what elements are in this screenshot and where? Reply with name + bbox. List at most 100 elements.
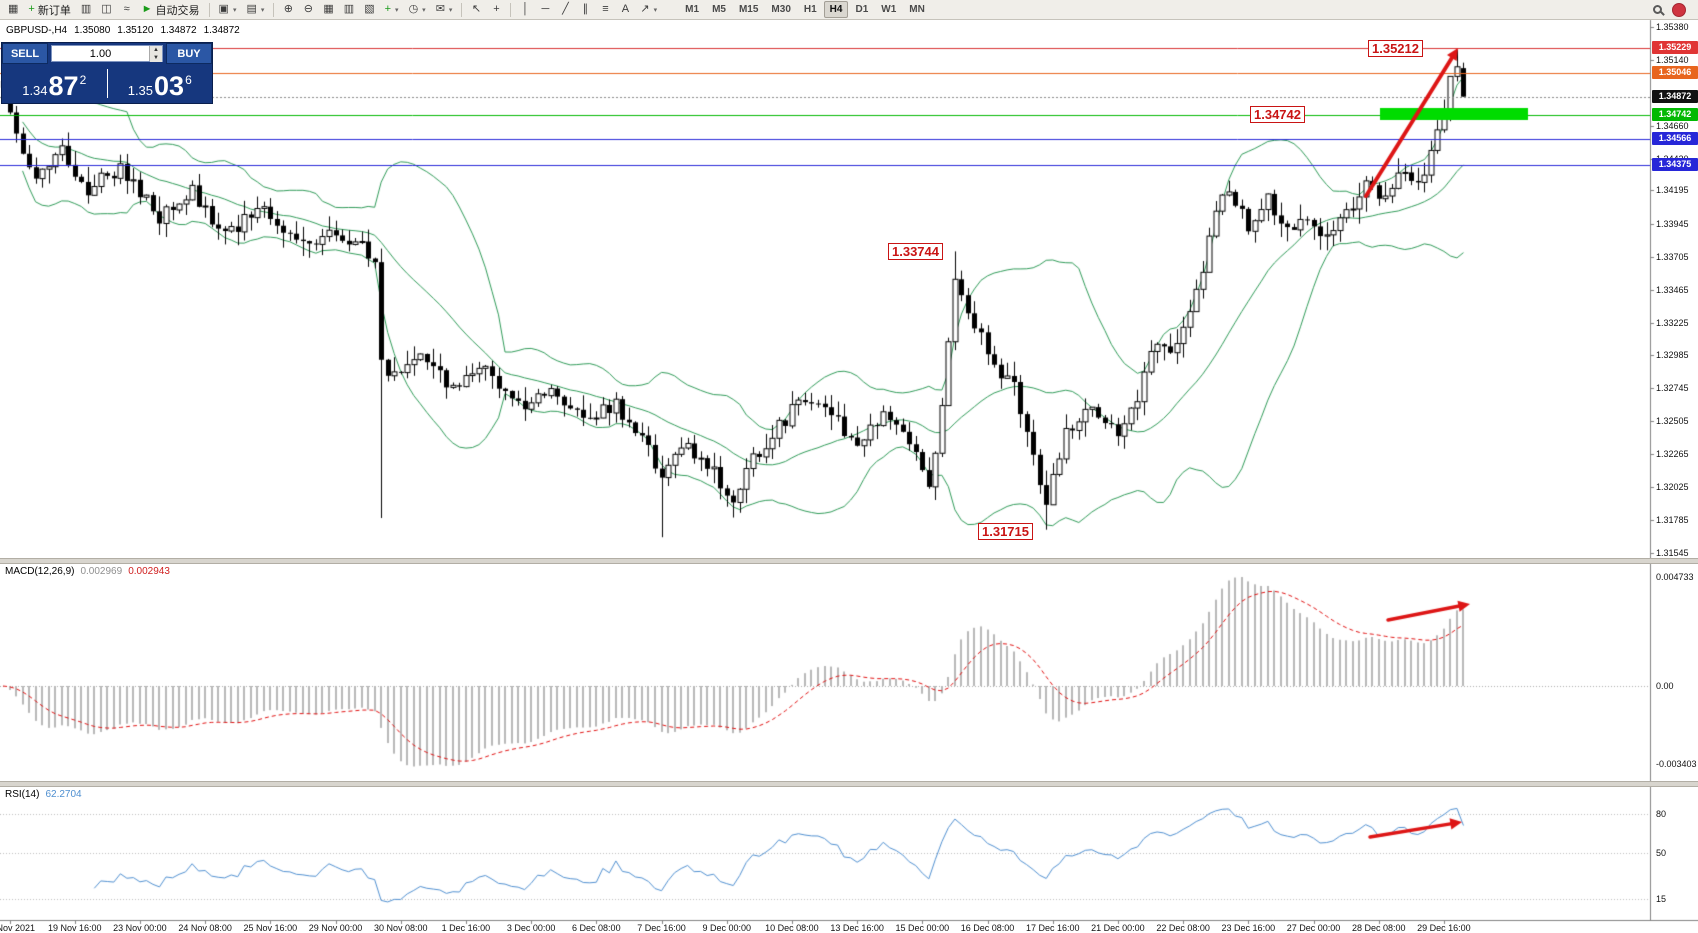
- timeframe-h1-button[interactable]: H1: [803, 4, 817, 15]
- text-label-icon[interactable]: A: [616, 1, 634, 18]
- new-chart-icon: ▣: [218, 3, 229, 15]
- volume-stepper[interactable]: ▲ ▼: [149, 46, 162, 62]
- timeframe-m15-button[interactable]: M15: [738, 4, 759, 15]
- candlestick-chart-icon: ◫: [101, 3, 112, 15]
- price-axis-badge: 1.35229: [1652, 41, 1698, 55]
- price-axis-tick: 1.35380: [1656, 22, 1689, 32]
- zoom-in-icon[interactable]: ⊕: [279, 1, 297, 18]
- price-annotation[interactable]: 1.35212: [1368, 40, 1423, 57]
- zoom-in-icon: ⊕: [283, 3, 293, 15]
- search-icon[interactable]: [1653, 5, 1662, 14]
- line-chart-icon[interactable]: ≈: [118, 1, 136, 18]
- zoom-out-icon: ⊖: [303, 3, 313, 15]
- toolbar-separator: [461, 2, 463, 17]
- crosshair-icon: +: [493, 3, 500, 15]
- arrows-tool-icon[interactable]: ↗ ▾: [636, 1, 661, 18]
- autotrading-button[interactable]: ► 自动交易: [138, 1, 204, 18]
- autotrading-button: ►: [141, 3, 153, 15]
- chevron-down-icon: ▾: [232, 6, 237, 14]
- chevron-down-icon: ▾: [260, 6, 265, 14]
- chevron-down-icon: ▾: [395, 6, 399, 14]
- price-axis-badge: 1.34872: [1652, 90, 1698, 104]
- time-axis-label: 16 Dec 08:00: [960, 923, 1015, 933]
- price-axis-tick: 1.33225: [1656, 317, 1689, 328]
- bar-chart-icon[interactable]: ▥: [77, 1, 95, 18]
- time-axis-label: 24 Nov 08:00: [178, 923, 232, 933]
- time-axis-label: 10 Dec 08:00: [765, 923, 819, 933]
- time-axis-label: 7 Dec 16:00: [637, 923, 686, 933]
- price-axis-tick: 1.33945: [1656, 218, 1689, 229]
- bar-chart-icon: ▥: [80, 3, 92, 15]
- timeframe-m30-button[interactable]: M30: [771, 4, 791, 15]
- profiles-icon[interactable]: ▤ ▾: [242, 1, 268, 18]
- timeframe-m5-button[interactable]: M5: [712, 4, 726, 15]
- rsi-axis-label: 15: [1656, 893, 1667, 904]
- cursor-icon[interactable]: ↖: [467, 1, 485, 18]
- new-order-button-label: 新订单: [37, 4, 71, 17]
- period-icon[interactable]: ◷ ▾: [405, 1, 430, 18]
- one-click-trading-panel: SELL ▲ ▼ BUY 1.34 87 2 1.35 03 6: [1, 42, 213, 104]
- new-order-button[interactable]: + 新订单: [24, 1, 74, 18]
- panel-separator-macd[interactable]: [0, 558, 1698, 564]
- arrows-tool-icon: ↗: [640, 3, 650, 15]
- volume-input[interactable]: [52, 46, 149, 61]
- sell-button[interactable]: SELL: [2, 43, 48, 64]
- ask-prefix: 1.35: [127, 83, 154, 98]
- bid-pipette: 2: [79, 73, 87, 87]
- horizontal-line-icon[interactable]: ─: [536, 1, 554, 18]
- macd-label: MACD(12,26,9) 0.002969 0.002943: [5, 566, 170, 577]
- price-annotation[interactable]: 1.33744: [888, 243, 943, 260]
- chevron-down-icon: ▾: [653, 6, 658, 14]
- rsi-axis-label: 50: [1656, 848, 1667, 858]
- timeframe-mn-button[interactable]: MN: [909, 4, 925, 15]
- strategy-tester-icon[interactable]: ▧: [360, 1, 378, 18]
- community-icon[interactable]: [1672, 2, 1686, 17]
- trendline-icon: ╱: [562, 3, 569, 15]
- add-indicator-icon[interactable]: + ▾: [381, 1, 403, 18]
- timeframe-toolbar: M1 M5 M15 M30 H1 H4 D1 W1 MN: [679, 1, 931, 18]
- buy-button[interactable]: BUY: [166, 43, 212, 64]
- horizontal-line-icon: ─: [541, 3, 550, 15]
- time-axis-label: 28 Dec 08:00: [1351, 923, 1406, 933]
- timeframe-h4-button[interactable]: H4: [823, 1, 849, 18]
- toolbar-right-group: [1653, 2, 1686, 17]
- ask-price: 1.35 03 6: [108, 64, 213, 103]
- price-axis-badge: 1.34742: [1652, 108, 1698, 121]
- panel-separator-rsi[interactable]: [0, 781, 1698, 787]
- volume-field: ▲ ▼: [51, 45, 163, 62]
- fibonacci-icon: ≡: [602, 3, 609, 15]
- new-chart-icon[interactable]: ▣ ▾: [215, 1, 241, 18]
- price-axis-tick: 1.34660: [1656, 120, 1689, 131]
- add-indicator-icon: +: [384, 3, 392, 15]
- timeframe-w1-button[interactable]: W1: [881, 4, 897, 15]
- vertical-line-icon[interactable]: │: [516, 1, 534, 18]
- chart-ohlc-header: GBPUSD-,H4 1.35080 1.35120 1.34872 1.348…: [6, 25, 240, 36]
- tile-windows-icon[interactable]: ▦: [319, 1, 337, 18]
- crosshair-icon[interactable]: +: [487, 1, 505, 18]
- main-toolbar: ▦ + 新订单 ▥ ◫ ≈ ► 自动交易 ▣ ▾ ▤ ▾ ⊕ ⊖ ▦ ▥ ▧ + ▾ ◷ ▾ ✉ ▾ ↖ + │ ─ ╱ ∥ ≡ A ↗ ▾ M1…: [0, 0, 1698, 20]
- chart-window-icon[interactable]: ▦: [4, 1, 22, 18]
- price-annotation[interactable]: 1.34742: [1250, 106, 1305, 123]
- volume-down-icon[interactable]: ▼: [150, 54, 162, 62]
- candlestick-chart-icon[interactable]: ◫: [97, 1, 115, 18]
- price-axis-tick: 1.32265: [1656, 449, 1689, 460]
- trendline-icon[interactable]: ╱: [556, 1, 574, 18]
- profiles-icon: ▤: [246, 3, 257, 15]
- chevron-down-icon: ▾: [448, 6, 453, 14]
- fibonacci-icon[interactable]: ≡: [596, 1, 614, 18]
- zoom-out-icon[interactable]: ⊖: [299, 1, 317, 18]
- time-axis-label: 17 Nov 2021: [0, 923, 36, 933]
- volume-up-icon[interactable]: ▲: [150, 46, 162, 54]
- rsi-label: RSI(14) 62.2704: [5, 789, 82, 800]
- template-icon[interactable]: ✉ ▾: [432, 1, 457, 18]
- time-axis-label: 1 Dec 16:00: [441, 923, 491, 933]
- timeframe-d1-button[interactable]: D1: [855, 4, 869, 15]
- timeframe-m1-button[interactable]: M1: [685, 4, 700, 15]
- price-axis-tick: 1.32025: [1656, 482, 1689, 493]
- equidistant-channel-icon[interactable]: ∥: [576, 1, 594, 18]
- price-annotation[interactable]: 1.31715: [978, 523, 1033, 540]
- time-axis-label: 6 Dec 08:00: [572, 923, 621, 933]
- data-window-icon[interactable]: ▥: [340, 1, 358, 18]
